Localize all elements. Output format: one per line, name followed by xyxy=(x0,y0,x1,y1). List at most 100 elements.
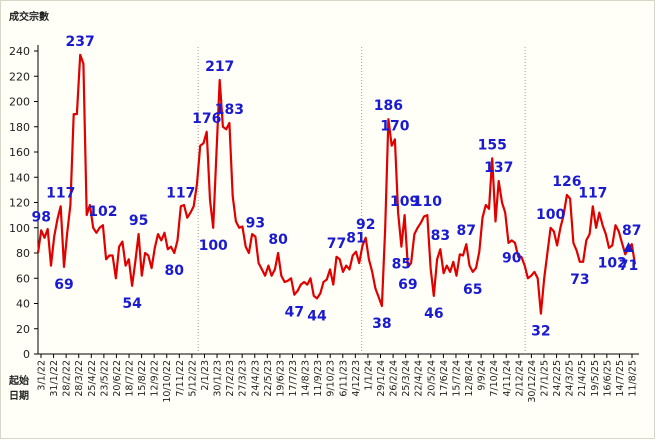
data-label: 237 xyxy=(66,34,95,50)
data-label: 73 xyxy=(570,272,589,288)
x-tick-label: 27/2/23 xyxy=(225,360,236,397)
x-caption-line1: 起始 xyxy=(8,374,29,387)
series-line xyxy=(36,53,637,315)
data-label: 98 xyxy=(32,209,51,225)
data-label: 110 xyxy=(413,194,442,210)
data-label: 100 xyxy=(199,238,228,254)
x-tick-label: 12/9/22 xyxy=(150,360,161,397)
data-label: 176 xyxy=(192,111,221,127)
x-tick-label: 19/6/23 xyxy=(275,360,286,397)
data-label: 69 xyxy=(398,277,417,293)
data-label: 83 xyxy=(431,228,450,244)
data-label: 183 xyxy=(215,102,244,118)
data-label: 155 xyxy=(478,137,507,153)
chart-title: 成交宗數 xyxy=(9,10,49,23)
data-label: 117 xyxy=(46,185,75,201)
x-tick-label: 19/5/25 xyxy=(590,360,601,397)
data-label: 117 xyxy=(166,185,195,201)
x-tick-label: 20/6/22 xyxy=(112,360,123,397)
data-label: 71 xyxy=(619,258,638,274)
x-tick-label: 28/2/22 xyxy=(62,360,73,397)
data-label: 80 xyxy=(165,263,185,279)
x-tick-label: 5/12/22 xyxy=(187,360,198,397)
x-tick-label: 11/8/25 xyxy=(628,360,639,397)
y-axis: 0 20 40 60 80 100 120 140 160 180 200 220 240 xyxy=(9,45,39,361)
x-tick-label: 25/4/22 xyxy=(87,360,98,397)
x-tick-label: 21/4/25 xyxy=(577,360,588,397)
data-label: 90 xyxy=(502,250,522,266)
y-tick-label: 0 xyxy=(23,348,30,361)
x-tick-label: 14/7/25 xyxy=(615,360,626,397)
y-tick-label: 40 xyxy=(16,298,30,311)
x-tick-label: 31/1/22 xyxy=(49,360,60,397)
data-label: 92 xyxy=(356,217,375,233)
x-tick-label: 9/9/24 xyxy=(477,360,488,391)
end-marker-triangle xyxy=(623,241,634,252)
x-tick-label: 15/8/22 xyxy=(137,360,148,397)
y-tick-label: 60 xyxy=(16,272,30,285)
data-label: 44 xyxy=(307,308,327,324)
x-tick-label: 15/7/24 xyxy=(451,360,462,397)
data-label: 46 xyxy=(424,306,443,322)
x-tick-label: 22/4/24 xyxy=(414,360,425,397)
y-tick-label: 140 xyxy=(9,171,30,184)
data-label: 102 xyxy=(88,204,117,220)
data-label: 102 xyxy=(598,255,627,271)
data-label: 126 xyxy=(552,174,581,190)
y-tick-label: 100 xyxy=(9,222,30,235)
x-tick-label: 16/6/25 xyxy=(602,360,613,397)
x-tick-label: 12/8/24 xyxy=(464,360,475,397)
data-label: 100 xyxy=(536,207,565,223)
y-tick-label: 240 xyxy=(9,45,30,58)
x-tick-label: 18/7/22 xyxy=(125,360,136,397)
data-label: 47 xyxy=(285,305,304,321)
plot-area xyxy=(36,53,637,315)
data-label: 217 xyxy=(205,59,234,75)
x-tick-label: 17/6/24 xyxy=(439,360,450,397)
y-tick-label: 200 xyxy=(9,96,30,109)
data-label: 87 xyxy=(457,223,476,239)
y-tick-label: 160 xyxy=(9,146,30,159)
x-tick-label: 4/12/23 xyxy=(351,360,362,397)
data-label: 69 xyxy=(54,277,73,293)
x-tick-label: 1/1/24 xyxy=(363,360,374,391)
data-label: 65 xyxy=(463,282,482,298)
x-tick-label: 27/3/23 xyxy=(238,360,249,397)
data-label: 117 xyxy=(578,185,607,201)
x-tick-label: 9/10/23 xyxy=(326,360,337,397)
x-tick-label: 24/3/25 xyxy=(565,360,576,397)
data-label: 38 xyxy=(372,316,391,332)
x-tick-label: 30/12/24 xyxy=(527,360,538,403)
x-tick-label: 22/5/23 xyxy=(263,360,274,397)
x-tick-label: 3/1/22 xyxy=(37,360,48,391)
y-tick-label: 120 xyxy=(9,197,30,210)
data-label: 85 xyxy=(392,257,411,273)
x-tick-label: 24/2/25 xyxy=(552,360,563,397)
data-label: 95 xyxy=(129,213,148,229)
data-label: 87 xyxy=(622,223,641,239)
data-label: 186 xyxy=(374,98,403,114)
data-label: 54 xyxy=(122,296,142,312)
data-label: 109 xyxy=(390,194,419,210)
y-tick-label: 20 xyxy=(16,323,30,336)
x-tick-label: 6/11/23 xyxy=(338,360,349,397)
x-tick-label: 7/11/22 xyxy=(175,360,186,397)
y-tick-label: 180 xyxy=(9,121,30,134)
y-tick-label: 80 xyxy=(16,247,30,260)
y-tick-label: 220 xyxy=(9,70,30,83)
x-tick-label: 14/8/23 xyxy=(301,360,312,397)
x-tick-label: 17/7/23 xyxy=(288,360,299,397)
data-label: 80 xyxy=(268,232,288,248)
data-label: 137 xyxy=(484,160,513,176)
x-tick-label: 29/1/24 xyxy=(376,360,387,397)
x-tick-label: 20/5/24 xyxy=(426,360,437,397)
x-axis: 3/1/22 31/1/22 28/2/22 28/3/22 25/4/22 23/5/2… xyxy=(37,353,639,403)
data-label: 32 xyxy=(531,324,550,340)
year-dividers xyxy=(197,47,526,354)
x-tick-label: 28/3/22 xyxy=(74,360,85,397)
data-label: 81 xyxy=(346,231,365,247)
data-label: 93 xyxy=(246,216,265,232)
x-caption-line2: 日期 xyxy=(9,389,29,402)
